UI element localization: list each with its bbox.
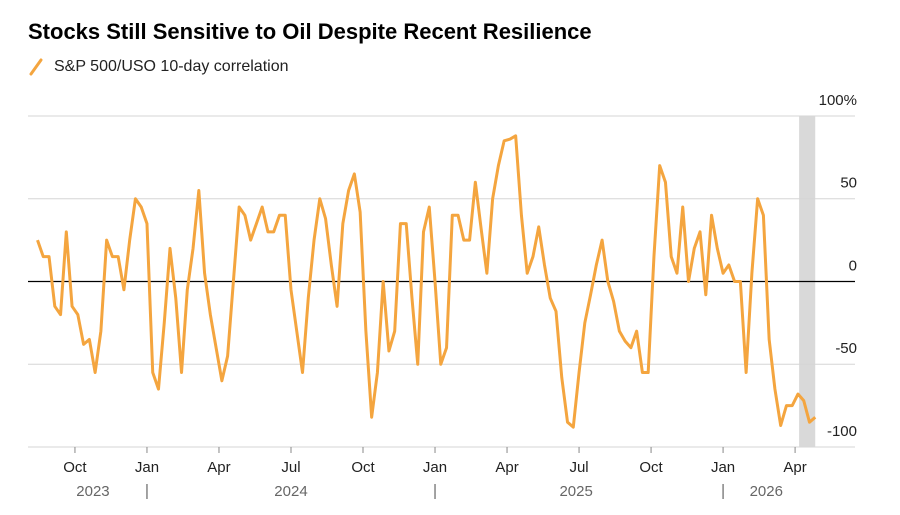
x-tick-label: Jul (569, 459, 588, 476)
legend-label: S&P 500/USO 10-day correlation (54, 58, 289, 75)
x-tick-label: Oct (639, 459, 663, 476)
x-tick-label: Apr (207, 459, 230, 476)
y-tick-label: 100% (819, 92, 857, 109)
y-tick-label: -50 (835, 340, 857, 357)
x-tick-label: Apr (495, 459, 518, 476)
year-label: 2026 (750, 483, 783, 500)
y-tick-label: -100 (827, 423, 857, 440)
data-line (36, 134, 817, 429)
y-tick-label: 0 (849, 257, 857, 274)
x-tick-label: Oct (63, 459, 87, 476)
x-tick-label: Jan (423, 459, 447, 476)
x-tick-label: Apr (783, 459, 806, 476)
x-tick-label: Jul (281, 459, 300, 476)
chart-title: Stocks Still Sensitive to Oil Despite Re… (28, 19, 592, 44)
legend-swatch (29, 58, 43, 76)
x-tick-label: Oct (351, 459, 375, 476)
year-label: 2023 (76, 483, 109, 500)
y-tick-label: 50 (840, 175, 857, 192)
x-tick-label: Jan (711, 459, 735, 476)
year-label: 2025 (559, 483, 592, 500)
x-tick-label: Jan (135, 459, 159, 476)
legend: S&P 500/USO 10-day correlation (29, 58, 289, 76)
year-label: 2024 (274, 483, 307, 500)
